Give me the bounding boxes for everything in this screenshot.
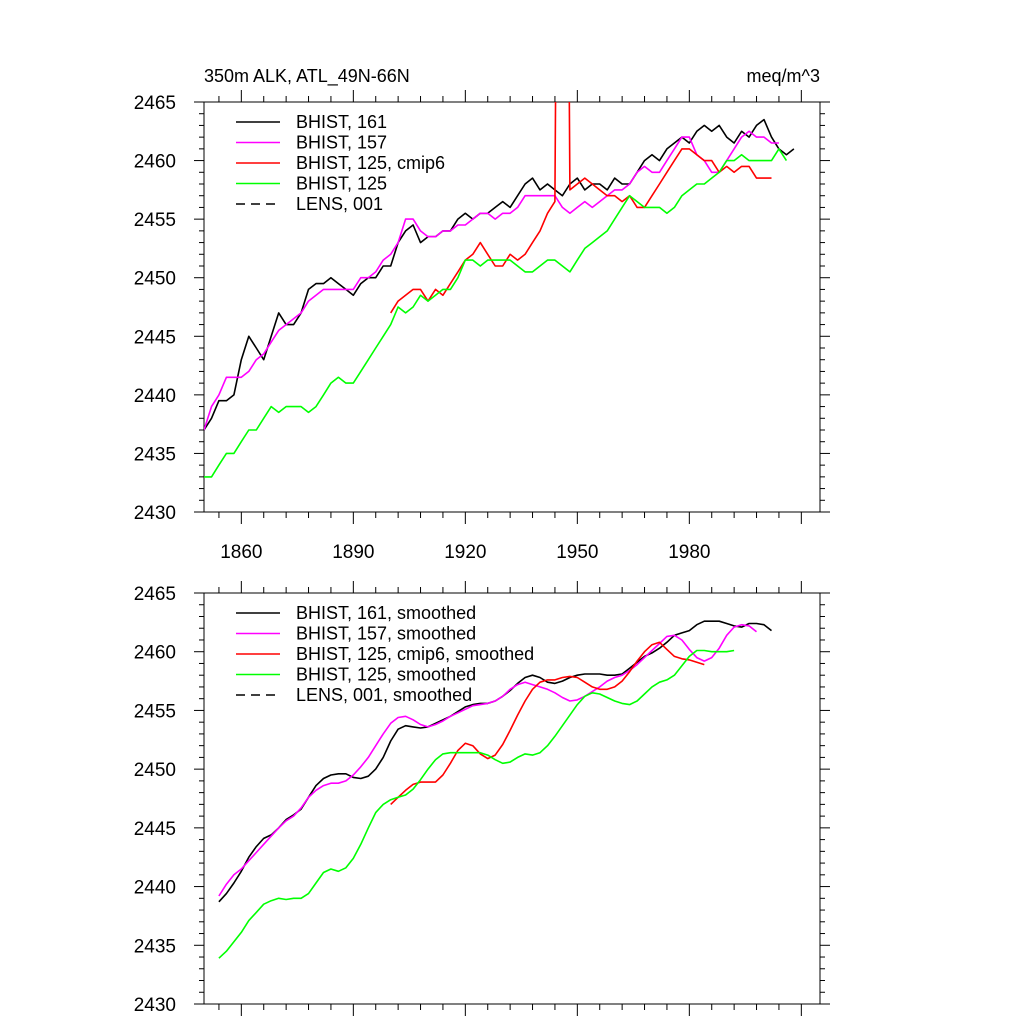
y-tick-label: 2450: [134, 760, 176, 781]
y-tick-label: 2445: [134, 327, 176, 348]
y-tick-label: 2460: [134, 643, 176, 664]
x-tick-label: 1950: [556, 542, 598, 563]
series-line-2: [390, 102, 772, 314]
top-chart-panel: 2430 2435 2440 2445 2450 2455 2460 2465 1860 1890…: [134, 66, 830, 563]
y-tick-label: 2455: [134, 701, 176, 722]
series-line-3: [204, 148, 788, 478]
chart-title: 350m ALK, ATL_49N-66N: [204, 66, 410, 87]
plot-frame: [203, 101, 821, 513]
legend-label: BHIST, 161, smoothed: [296, 603, 476, 623]
y-tick-label: 2465: [134, 584, 176, 605]
series-lines: [218, 620, 772, 959]
legend-label: BHIST, 161: [296, 112, 387, 132]
y-tick-label: 2455: [134, 210, 176, 231]
bottom-chart-panel: 2430 2435 2440 2445 2450 2455 2460 2465 BHIST, 1…: [134, 581, 830, 1016]
x-tick-label: 1890: [332, 542, 374, 563]
series-line-3: [218, 649, 735, 959]
legend-label: BHIST, 157: [296, 133, 387, 153]
series-lines: [204, 102, 795, 478]
y-tick-label: 2440: [134, 878, 176, 899]
plot-frame: [203, 592, 821, 1005]
legend-label: LENS, 001, smoothed: [296, 685, 472, 705]
y-tick-label: 2430: [134, 995, 176, 1016]
legend-label: BHIST, 125, smoothed: [296, 665, 476, 685]
y-tick-label: 2430: [134, 503, 176, 524]
units-label: meq/m^3: [747, 66, 820, 86]
x-tick-label: 1980: [668, 542, 710, 563]
series-line-1: [204, 130, 779, 431]
y-tick-label: 2435: [134, 444, 176, 465]
legend-label: BHIST, 125, cmip6: [296, 153, 445, 173]
series-line-0: [204, 118, 795, 431]
y-tick-label: 2440: [134, 386, 176, 407]
y-tick-label: 2445: [134, 819, 176, 840]
x-tick-label: 1920: [444, 542, 486, 563]
legend-label: BHIST, 125: [296, 174, 387, 194]
y-tick-label: 2465: [134, 93, 176, 114]
y-tick-label: 2460: [134, 152, 176, 173]
series-line-2: [390, 641, 705, 805]
legend-label: LENS, 001: [296, 194, 383, 214]
y-tick-label: 2435: [134, 936, 176, 957]
y-tick-label: 2450: [134, 269, 176, 290]
legend-label: BHIST, 125, cmip6, smoothed: [296, 644, 534, 664]
legend-label: BHIST, 157, smoothed: [296, 624, 476, 644]
x-tick-label: 1860: [220, 542, 262, 563]
series-line-1: [218, 623, 757, 897]
